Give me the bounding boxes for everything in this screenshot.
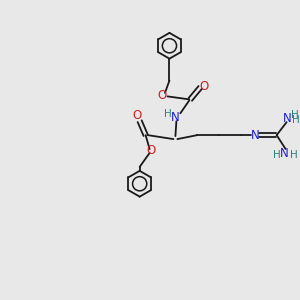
Text: H: H bbox=[292, 115, 299, 125]
Text: H: H bbox=[273, 150, 280, 160]
Text: H: H bbox=[290, 150, 297, 160]
Text: O: O bbox=[158, 89, 167, 102]
Text: O: O bbox=[146, 143, 155, 157]
Text: N: N bbox=[283, 112, 292, 125]
Text: H: H bbox=[164, 109, 171, 119]
Text: N: N bbox=[171, 111, 180, 124]
Text: N: N bbox=[280, 148, 289, 160]
Text: O: O bbox=[200, 80, 209, 93]
Text: H: H bbox=[291, 110, 298, 120]
Text: O: O bbox=[132, 109, 141, 122]
Text: N: N bbox=[250, 129, 259, 142]
